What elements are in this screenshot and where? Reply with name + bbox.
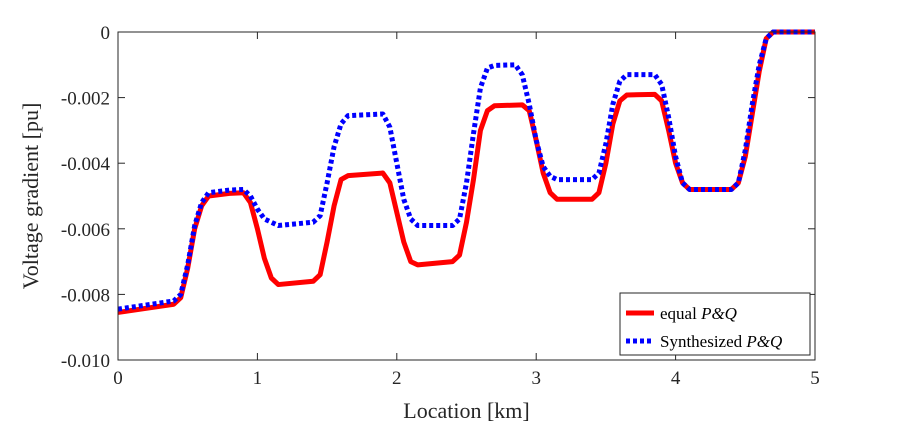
- x-tick-label: 4: [671, 368, 681, 389]
- y-tick-label: -0.008: [61, 285, 110, 306]
- axes-box: [117, 31, 816, 361]
- y-axis-title: Voltage gradient [pu]: [18, 103, 43, 290]
- series-layer: [117, 29, 815, 315]
- x-axis-title: Location [km]: [403, 398, 529, 423]
- x-tick-label: 2: [392, 368, 402, 389]
- y-tick-label: -0.004: [61, 154, 111, 175]
- legend-box: [619, 292, 811, 356]
- y-tick-label: -0.006: [61, 220, 110, 241]
- x-tick-label: 3: [531, 368, 541, 389]
- x-tick-label: 5: [810, 368, 820, 389]
- x-tick-label: 1: [253, 368, 263, 389]
- ticks: 0 1 2 3 4 5 0 -0.002 -0.004 -0.006 -0.008 -0.010: [61, 23, 820, 389]
- legend: equal P&Q Synthesized P&Q: [619, 292, 811, 356]
- x-tick-label: 0: [113, 368, 123, 389]
- legend-label-synthesized: Synthesized P&Q: [660, 332, 782, 351]
- series-line-synthesized: [117, 29, 815, 312]
- y-tick-label: -0.010: [61, 351, 110, 372]
- legend-label-synthesized-prefix: Synthesized: [660, 332, 746, 351]
- axes: [117, 31, 816, 361]
- y-tick-label: 0: [101, 23, 111, 44]
- legend-label-synthesized-italic: P&Q: [745, 332, 782, 351]
- legend-label-equal-prefix: equal: [660, 304, 701, 323]
- legend-label-equal-italic: P&Q: [700, 304, 737, 323]
- y-tick-label: -0.002: [61, 89, 110, 110]
- legend-label-equal: equal P&Q: [660, 304, 737, 323]
